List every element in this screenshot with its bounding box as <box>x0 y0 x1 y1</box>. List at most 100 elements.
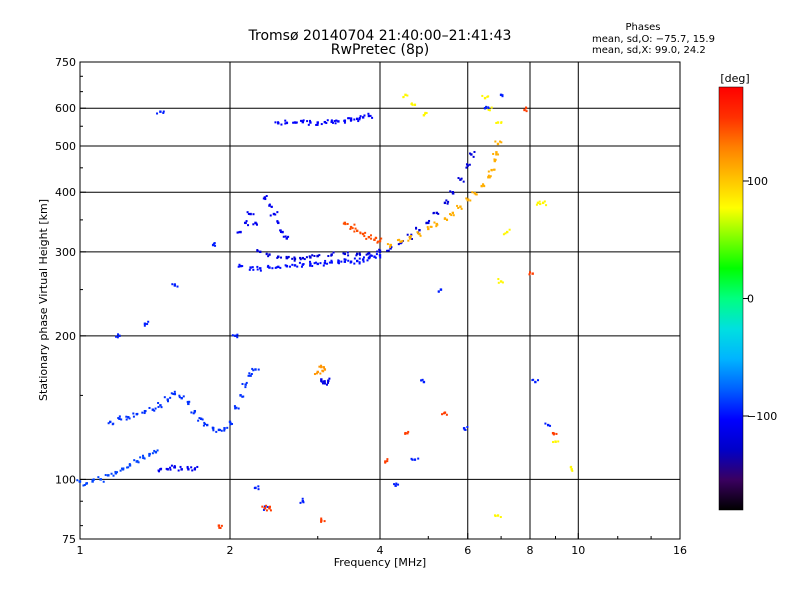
data-point-scatter <box>549 424 552 427</box>
colorbar-ticks: 100 0 −100 <box>743 175 777 423</box>
data-point-scatter <box>450 214 453 217</box>
data-point-scatter <box>525 106 528 109</box>
x-axis-label: Frequency [MHz] <box>334 556 426 569</box>
data-point-scatter <box>173 465 176 468</box>
data-point-scatter <box>369 234 372 237</box>
data-point-scatter <box>252 223 255 226</box>
data-point-scatter <box>265 509 268 512</box>
data-point-scatter <box>276 220 279 223</box>
data-point-scatter <box>320 517 323 520</box>
data-point <box>249 266 252 269</box>
data-point-scatter <box>78 480 81 483</box>
data-point-scatter <box>538 200 541 203</box>
data-point-scatter <box>323 520 326 523</box>
data-point-scatter <box>267 255 270 258</box>
data-point-scatter <box>286 256 289 259</box>
data-point-scatter <box>106 474 109 477</box>
data-point-scatter <box>363 114 366 117</box>
data-point <box>570 468 573 471</box>
data-point-scatter <box>325 383 328 386</box>
data-point <box>495 151 498 154</box>
data-point-scatter <box>158 470 161 473</box>
data-point-scatter <box>110 472 113 475</box>
data-point-scatter <box>186 400 189 403</box>
data-point-scatter <box>571 469 574 472</box>
data-point-scatter <box>409 234 412 237</box>
data-point-scatter <box>401 239 404 242</box>
data-point-scatter <box>306 120 309 123</box>
data-point-scatter <box>284 235 287 238</box>
data-point-scatter <box>374 256 377 259</box>
x-tick-label: 4 <box>377 544 384 557</box>
data-point-scatter <box>117 333 120 336</box>
x-tick-label: 8 <box>527 544 534 557</box>
data-point <box>483 107 487 110</box>
data-point-scatter <box>191 469 194 472</box>
data-point-scatter <box>347 117 350 120</box>
y-axis-label: Stationary phase Virtual Height [km] <box>37 199 50 401</box>
data-point <box>320 365 323 369</box>
data-point-scatter <box>219 527 222 530</box>
data-point <box>323 382 327 385</box>
data-point-scatter <box>318 365 321 368</box>
data-point-scatter <box>247 224 250 227</box>
data-point-scatter <box>212 429 215 432</box>
data-point-scatter <box>248 268 251 271</box>
data-point-scatter <box>332 251 335 254</box>
data-point-scatter <box>256 268 259 271</box>
data-point-scatter <box>148 453 151 456</box>
data-point-scatter <box>349 119 352 122</box>
data-point-scatter <box>279 229 282 232</box>
data-point <box>316 121 319 124</box>
data-point <box>159 404 162 407</box>
x-tick-label: 16 <box>673 544 687 557</box>
data-point-scatter <box>236 333 239 336</box>
data-point-scatter <box>553 432 556 435</box>
data-points <box>76 93 574 530</box>
grid-lines <box>80 62 680 539</box>
data-point-scatter <box>435 225 438 228</box>
data-point-scatter <box>187 402 190 405</box>
data-point <box>259 250 262 254</box>
data-point-scatter <box>358 261 361 264</box>
data-point-scatter <box>223 428 226 431</box>
data-point-scatter <box>252 268 255 271</box>
data-point-scatter <box>570 465 573 468</box>
data-point-scatter <box>119 469 122 472</box>
chart-title: Tromsø 20140704 21:40:00–21:41:43 <box>248 28 512 44</box>
data-point <box>301 256 305 260</box>
data-point <box>470 153 473 156</box>
data-point-scatter <box>366 259 369 262</box>
data-point-scatter <box>328 377 331 380</box>
data-point-scatter <box>407 239 410 242</box>
data-point-scatter <box>114 470 117 473</box>
data-point-scatter <box>268 203 271 206</box>
data-point-scatter <box>289 265 292 268</box>
data-point-scatter <box>257 488 260 491</box>
data-point-scatter <box>465 163 468 166</box>
data-point-scatter <box>497 281 500 284</box>
x-tick-label: 6 <box>464 544 471 557</box>
data-point-scatter <box>136 412 139 415</box>
data-point <box>496 514 500 517</box>
data-point <box>534 380 537 384</box>
data-point-scatter <box>97 476 100 479</box>
data-point-scatter <box>449 213 452 216</box>
data-point <box>268 204 271 207</box>
data-point <box>249 374 252 377</box>
data-point-scatter <box>386 249 389 252</box>
data-point-scatter <box>335 119 338 122</box>
data-point-scatter <box>365 253 368 256</box>
data-point-scatter <box>353 230 356 233</box>
data-point-scatter <box>125 415 128 418</box>
data-point-scatter <box>529 271 532 274</box>
data-point <box>234 407 237 410</box>
data-point-scatter <box>171 283 174 286</box>
axis-ticks: 1 2 4 6 8 10 16 75 100 200 300 400 500 600 750 <box>55 56 687 557</box>
data-point <box>496 142 500 146</box>
data-point <box>459 205 462 208</box>
data-point-scatter <box>384 461 387 464</box>
data-point <box>330 253 333 256</box>
data-point-scatter <box>237 265 240 268</box>
data-point <box>422 114 426 117</box>
